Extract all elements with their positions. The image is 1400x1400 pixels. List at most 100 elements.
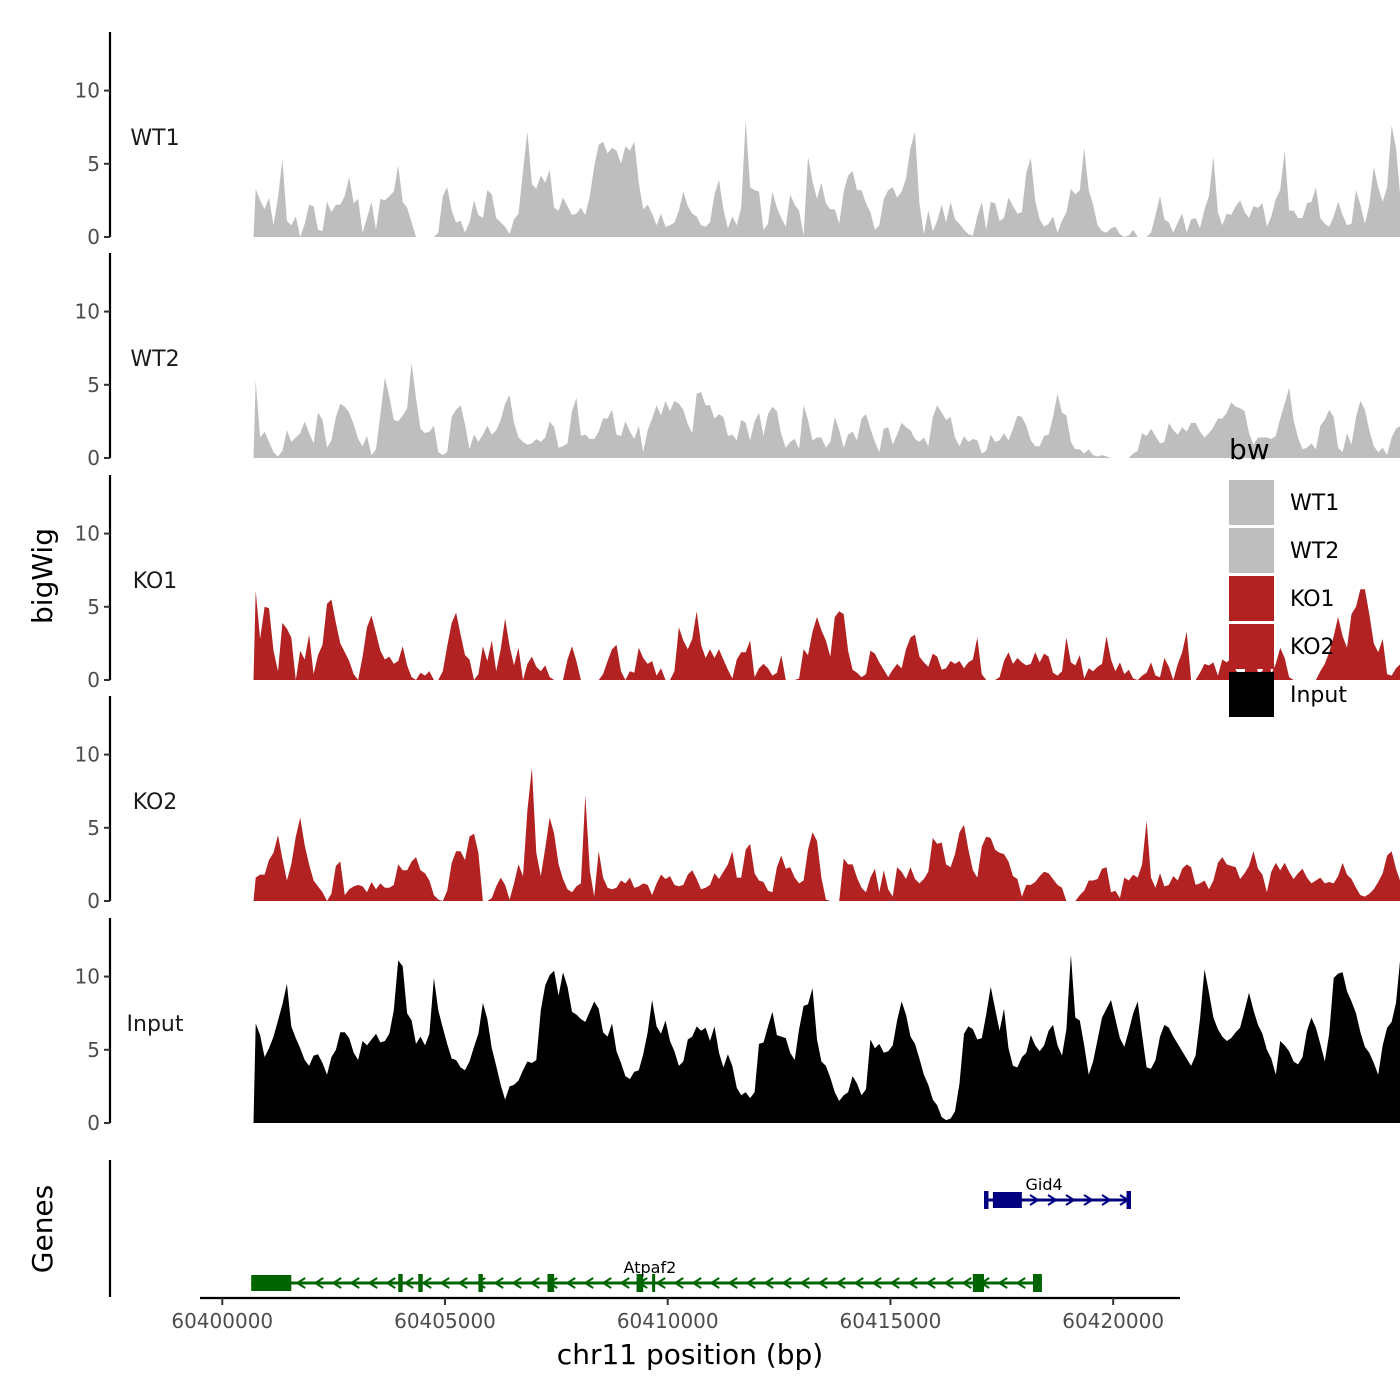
genes-panel-title: Genes [26,1185,59,1273]
gene-label-atpaf2: Atpaf2 [624,1258,677,1277]
exon-atpaf2-9 [1033,1274,1042,1292]
x-tick-label-60420000: 60420000 [1062,1309,1164,1333]
strand-arrow [331,1277,342,1289]
strand-arrow [313,1277,324,1289]
strand-arrow [1015,1277,1026,1289]
strand-arrow [853,1277,864,1289]
y-tick-label-wt2-10: 10 [75,300,100,324]
y-tick-label-input-0: 0 [87,1111,100,1135]
legend-swatch-ko2 [1229,624,1274,669]
exon-atpaf2-5 [547,1274,555,1292]
strand-arrow [763,1277,774,1289]
strand-arrow [1029,1194,1040,1206]
strand-arrow [529,1277,540,1289]
exon-atpaf2-4 [478,1274,483,1292]
exon-atpaf2-6 [636,1274,644,1292]
y-tick-label-wt2-5: 5 [87,373,100,397]
y-tick-label-wt1-10: 10 [75,79,100,103]
legend-label-ko2: KO2 [1290,635,1335,660]
area-ko1 [253,589,1400,680]
exon-atpaf2-7 [652,1274,656,1292]
strand-arrow [961,1277,972,1289]
legend-swatch-ko1 [1229,576,1274,621]
legend-title: bw [1229,433,1270,466]
y-axis-title: bigWig [26,528,59,624]
area-wt1 [253,119,1400,237]
strand-arrow [565,1277,576,1289]
exon-gid4-2 [992,1192,1022,1208]
strand-arrow [457,1277,468,1289]
track-label-wt1: WT1 [130,126,179,151]
strand-arrow [421,1277,432,1289]
y-tick-label-wt1-0: 0 [87,225,100,249]
strand-arrow [583,1277,594,1289]
area-wt2 [253,362,1400,458]
x-axis-title: chr11 position (bp) [557,1338,823,1371]
strand-arrow [1047,1194,1058,1206]
y-tick-label-wt1-5: 5 [87,152,100,176]
exon-gid4-1 [984,1191,989,1209]
panel-input: 0 5 10 Input [75,918,1400,1135]
panel-wt1: 0 5 10 WT1 [75,32,1400,249]
strand-arrow [997,1277,1008,1289]
legend-swatch-wt2 [1229,528,1274,573]
panel-wt2: 0 5 10 WT2 [75,253,1400,470]
strand-arrow [439,1277,450,1289]
x-axis: 60400000 60405000 60410000 60415000 60420000 [171,1296,1180,1333]
x-tick-label-60405000: 60405000 [394,1309,496,1333]
legend: bw WT1 WT2 KO1 KO2 Input [1229,433,1347,717]
y-tick-label-ko1-0: 0 [87,668,100,692]
strand-arrow [1101,1194,1112,1206]
strand-arrow [385,1277,396,1289]
y-tick-label-ko1-5: 5 [87,595,100,619]
legend-label-ko1: KO1 [1290,587,1335,612]
strand-arrow [943,1277,954,1289]
strand-arrow [1065,1194,1076,1206]
legend-swatch-wt1 [1229,480,1274,525]
strand-arrow [493,1277,504,1289]
gene-label-gid4: Gid4 [1026,1175,1063,1194]
strand-arrow [781,1277,792,1289]
x-tick-label-60400000: 60400000 [171,1309,273,1333]
y-tick-label-ko2-0: 0 [87,889,100,913]
area-input [253,954,1400,1123]
y-tick-label-wt2-0: 0 [87,446,100,470]
y-tick-label-ko2-10: 10 [75,743,100,767]
strand-arrow [817,1277,828,1289]
strand-arrow [871,1277,882,1289]
gene-gid4: Gid4 [984,1175,1131,1209]
strand-arrow [655,1277,666,1289]
track-label-ko2: KO2 [133,790,178,815]
panel-ko1: 0 5 10 KO1 [75,475,1400,692]
exon-atpaf2-2 [398,1274,403,1292]
legend-label-wt2: WT2 [1290,539,1339,564]
strand-arrow [1083,1194,1094,1206]
legend-label-input: Input [1290,683,1347,708]
y-tick-label-ko1-10: 10 [75,522,100,546]
strand-arrow [745,1277,756,1289]
gene-panel: Gid4 Atpaf2 [108,1160,1131,1297]
track-label-wt2: WT2 [130,347,179,372]
legend-label-wt1: WT1 [1290,491,1339,516]
strand-arrow [907,1277,918,1289]
strand-arrow [295,1277,306,1289]
strand-arrow [799,1277,810,1289]
x-tick-label-60415000: 60415000 [840,1309,942,1333]
area-ko2 [253,767,1400,901]
strand-arrow [349,1277,360,1289]
track-label-input: Input [127,1012,184,1037]
strand-arrow [601,1277,612,1289]
strand-arrow [925,1277,936,1289]
gene-atpaf2: Atpaf2 [251,1258,1042,1292]
track-label-ko1: KO1 [133,569,178,594]
strand-arrow [403,1277,414,1289]
strand-arrow [889,1277,900,1289]
strand-arrow [619,1277,630,1289]
strand-arrow [835,1277,846,1289]
signal-panels: 0 5 10 WT1 0 5 10 WT2 0 5 10 KO1 0 5 10 KO2 0 5 10 Input [75,32,1400,1135]
panel-ko2: 0 5 10 KO2 [75,696,1400,913]
strand-arrow [673,1277,684,1289]
x-tick-label-60410000: 60410000 [617,1309,719,1333]
y-tick-label-ko2-5: 5 [87,816,100,840]
